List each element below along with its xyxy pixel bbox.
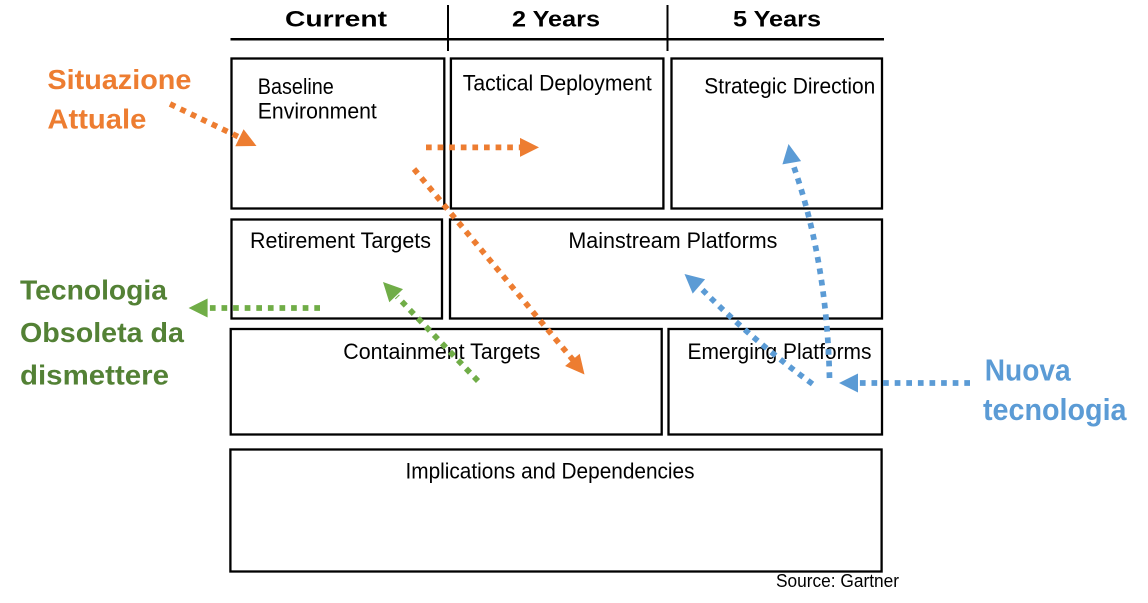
svg-text:Situazione: Situazione xyxy=(47,64,191,95)
svg-text:Attuale: Attuale xyxy=(47,103,146,134)
svg-text:Source: Gartner: Source: Gartner xyxy=(776,571,899,591)
svg-text:Tactical Deployment: Tactical Deployment xyxy=(463,70,652,95)
svg-text:Obsoleta da: Obsoleta da xyxy=(20,317,185,348)
svg-text:Tecnologia: Tecnologia xyxy=(20,275,168,306)
svg-text:Mainstream Platforms: Mainstream Platforms xyxy=(568,228,777,253)
svg-text:tecnologia: tecnologia xyxy=(983,393,1127,427)
svg-text:dismettere: dismettere xyxy=(20,360,169,391)
svg-text:Emerging Platforms: Emerging Platforms xyxy=(688,339,872,364)
svg-text:Containment Targets: Containment Targets xyxy=(343,339,540,364)
svg-text:5 Years: 5 Years xyxy=(733,7,821,32)
svg-text:Strategic Direction: Strategic Direction xyxy=(704,73,875,98)
svg-text:Current: Current xyxy=(285,7,388,32)
svg-text:Retirement Targets: Retirement Targets xyxy=(250,228,431,253)
svg-text:Baseline: Baseline xyxy=(258,74,334,99)
svg-text:Nuova: Nuova xyxy=(985,354,1072,388)
svg-text:Environment: Environment xyxy=(258,98,377,123)
svg-text:2 Years: 2 Years xyxy=(512,7,600,32)
svg-text:Implications and Dependencies: Implications and Dependencies xyxy=(406,459,695,484)
